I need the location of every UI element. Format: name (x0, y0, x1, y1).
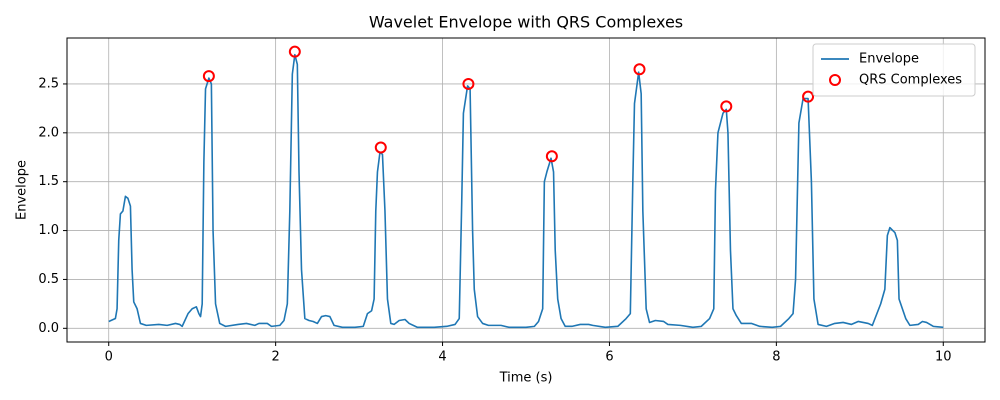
legend-label: QRS Complexes (859, 73, 962, 88)
plot-area (108, 45, 944, 329)
qrs-marker (802, 90, 815, 103)
y-tick-label: 0.0 (38, 321, 59, 336)
x-axis-label: Time (s) (499, 371, 553, 386)
x-tick-label: 0 (105, 350, 113, 365)
qrs-marker (202, 70, 215, 83)
qrs-marker (288, 45, 301, 58)
axes-frame (66, 37, 986, 343)
legend: Envelope QRS Complexes (812, 43, 976, 97)
qrs-marker (374, 141, 387, 154)
qrs-marker (462, 77, 475, 90)
chart-title: Wavelet Envelope with QRS Complexes (369, 13, 683, 32)
qrs-marker (720, 100, 733, 113)
qrs-marker (633, 63, 646, 76)
legend-label: Envelope (859, 52, 919, 67)
grid (67, 38, 985, 342)
envelope-line (108, 53, 944, 329)
legend-box (812, 43, 976, 97)
x-tick-label: 6 (605, 350, 613, 365)
x-tick-label: 8 (772, 350, 780, 365)
y-tick-label: 1.0 (38, 223, 59, 238)
x-tick-label: 10 (935, 350, 952, 365)
y-axis-label: Envelope (15, 160, 30, 220)
x-tick-label: 4 (438, 350, 446, 365)
legend-marker (829, 74, 841, 86)
y-tick-label: 2.0 (38, 125, 59, 140)
qrs-marker (545, 150, 558, 163)
y-tick-label: 1.5 (38, 174, 59, 189)
y-tick-label: 0.5 (38, 272, 59, 287)
y-tick-label: 2.5 (38, 76, 59, 91)
x-tick-label: 2 (271, 350, 279, 365)
